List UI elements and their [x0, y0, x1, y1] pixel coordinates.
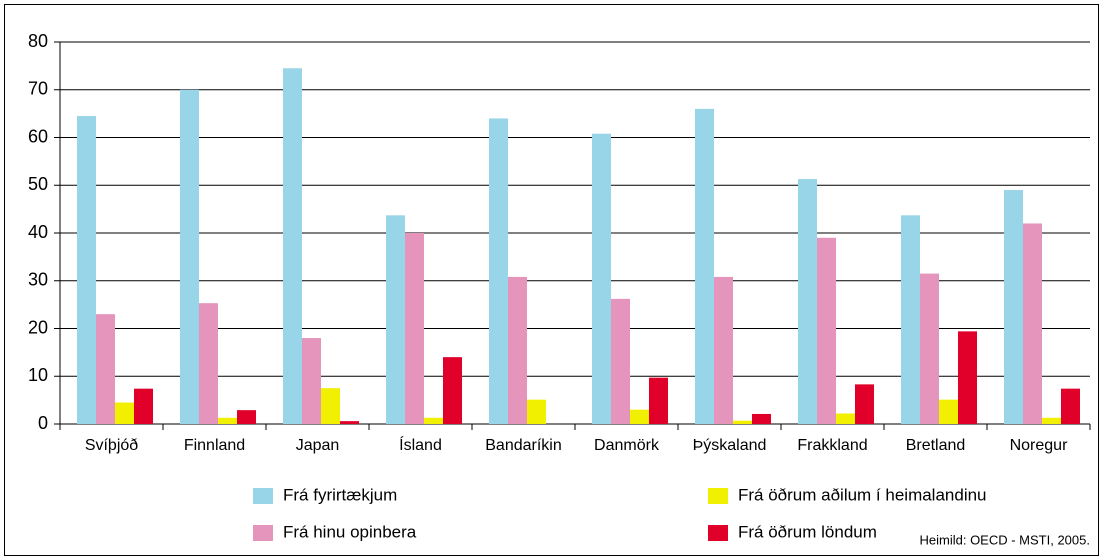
- x-tick-label: Bretland: [906, 437, 966, 454]
- bar: [134, 388, 153, 424]
- x-tick-label: Frakkland: [797, 437, 867, 454]
- legend-label: Frá fyrirtækjum: [283, 485, 397, 504]
- bar: [920, 273, 939, 424]
- y-tick-label: 40: [28, 222, 48, 242]
- legend-label: Frá öðrum aðilum í heimalandinu: [738, 485, 987, 504]
- x-tick-label: Noregur: [1010, 437, 1068, 454]
- bar: [405, 233, 424, 424]
- y-tick-label: 0: [38, 413, 48, 433]
- x-tick-label: Danmörk: [594, 437, 660, 454]
- bar: [817, 237, 836, 424]
- x-tick-label: Bandaríkin: [485, 437, 562, 454]
- bar: [237, 410, 256, 424]
- bar: [321, 388, 340, 424]
- bar: [340, 421, 359, 424]
- legend-swatch: [708, 525, 728, 541]
- y-tick-label: 60: [28, 126, 48, 146]
- legend-swatch: [253, 488, 273, 504]
- y-tick-label: 30: [28, 270, 48, 290]
- bar: [752, 413, 771, 424]
- bar: [527, 399, 546, 424]
- x-tick-label: Japan: [296, 437, 340, 454]
- bar: [424, 417, 443, 424]
- x-tick-label: Svíþjóð: [85, 437, 138, 454]
- bar: [489, 118, 508, 425]
- bar: [302, 338, 321, 424]
- bar: [1061, 388, 1080, 424]
- legend-label: Frá öðrum löndum: [738, 522, 877, 541]
- bar: [508, 276, 527, 424]
- bar: [836, 413, 855, 424]
- bar: [649, 377, 668, 424]
- bar: [733, 420, 752, 424]
- bar: [115, 402, 134, 424]
- x-tick-label: Þýskaland: [693, 437, 767, 454]
- x-tick-label: Ísland: [399, 435, 442, 454]
- legend-label: Frá hinu opinbera: [283, 522, 417, 541]
- y-tick-label: 80: [28, 31, 48, 51]
- y-tick-label: 50: [28, 174, 48, 194]
- bar: [199, 303, 218, 424]
- bar: [386, 215, 405, 424]
- bar: [283, 68, 302, 424]
- bar: [592, 133, 611, 424]
- bar: [939, 399, 958, 424]
- bar: [218, 417, 237, 424]
- source-note: Heimild: OECD - MSTI, 2005.: [920, 532, 1091, 547]
- bar: [1042, 417, 1061, 424]
- bar: [695, 108, 714, 424]
- bar: [1004, 190, 1023, 424]
- legend-swatch: [708, 488, 728, 504]
- bar: [611, 298, 630, 424]
- bar: [958, 331, 977, 424]
- bar: [714, 276, 733, 424]
- y-tick-label: 20: [28, 317, 48, 337]
- bar: [180, 89, 199, 424]
- y-tick-label: 10: [28, 365, 48, 385]
- bar: [1023, 223, 1042, 424]
- frame: [4, 4, 1099, 556]
- y-tick-label: 70: [28, 79, 48, 99]
- bar: [798, 179, 817, 424]
- legend-swatch: [253, 525, 273, 541]
- bar: [630, 409, 649, 424]
- bar: [77, 116, 96, 424]
- x-tick-label: Finnland: [184, 437, 245, 454]
- bar: [855, 384, 874, 424]
- bar: [901, 215, 920, 424]
- bar: [443, 357, 462, 424]
- bar: [96, 314, 115, 424]
